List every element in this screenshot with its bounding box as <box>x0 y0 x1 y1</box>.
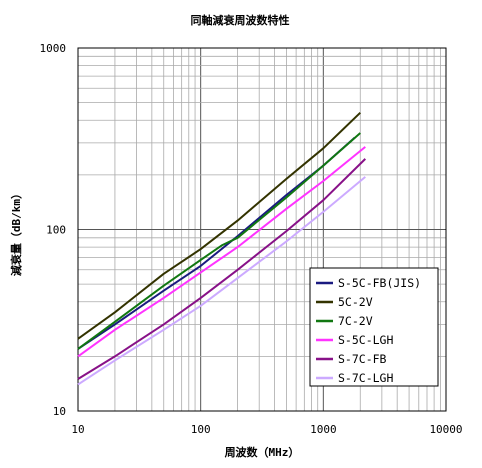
y-tick-label: 10 <box>53 405 66 418</box>
x-tick-label: 1000 <box>310 423 337 436</box>
y-tick-labels: 10 100 1000 <box>40 42 67 418</box>
series-line-s-7c-fb <box>77 158 367 380</box>
x-axis-label: 周波数（MHz） <box>225 445 300 459</box>
x-tick-labels: 10 100 1000 10000 <box>71 423 462 436</box>
plot-frame <box>77 47 447 412</box>
y-axis-label: 減衰量（dB/km） <box>9 188 23 276</box>
x-tick-label: 100 <box>191 423 211 436</box>
series-line-s-5c-lgh <box>77 146 366 358</box>
legend-label: S-5C-FB(JIS) <box>338 276 421 290</box>
y-tick-label: 1000 <box>40 42 67 55</box>
legend-box <box>309 267 439 387</box>
series-lines <box>77 111 367 386</box>
legend-label: S-7C-FB <box>338 352 387 366</box>
x-tick-label: 10 <box>71 423 84 436</box>
y-tick-label: 100 <box>46 224 66 237</box>
chart-title: 同軸減衰周波数特性 <box>191 13 290 27</box>
legend-label: 7C-2V <box>338 314 373 328</box>
series-line-7c-2v <box>77 132 361 350</box>
legend-label: S-7C-LGH <box>338 371 393 385</box>
legend-label: S-5C-LGH <box>338 333 393 347</box>
series-line-s-7c-lgh <box>77 176 366 386</box>
series-line-5c-2v <box>77 111 361 340</box>
legend-label: 5C-2V <box>338 295 373 309</box>
x-tick-label: 10000 <box>429 423 462 436</box>
legend: S-5C-FB(JIS) 5C-2V 7C-2V S-5C-LGH S-7C-FB S-7… <box>309 267 439 387</box>
